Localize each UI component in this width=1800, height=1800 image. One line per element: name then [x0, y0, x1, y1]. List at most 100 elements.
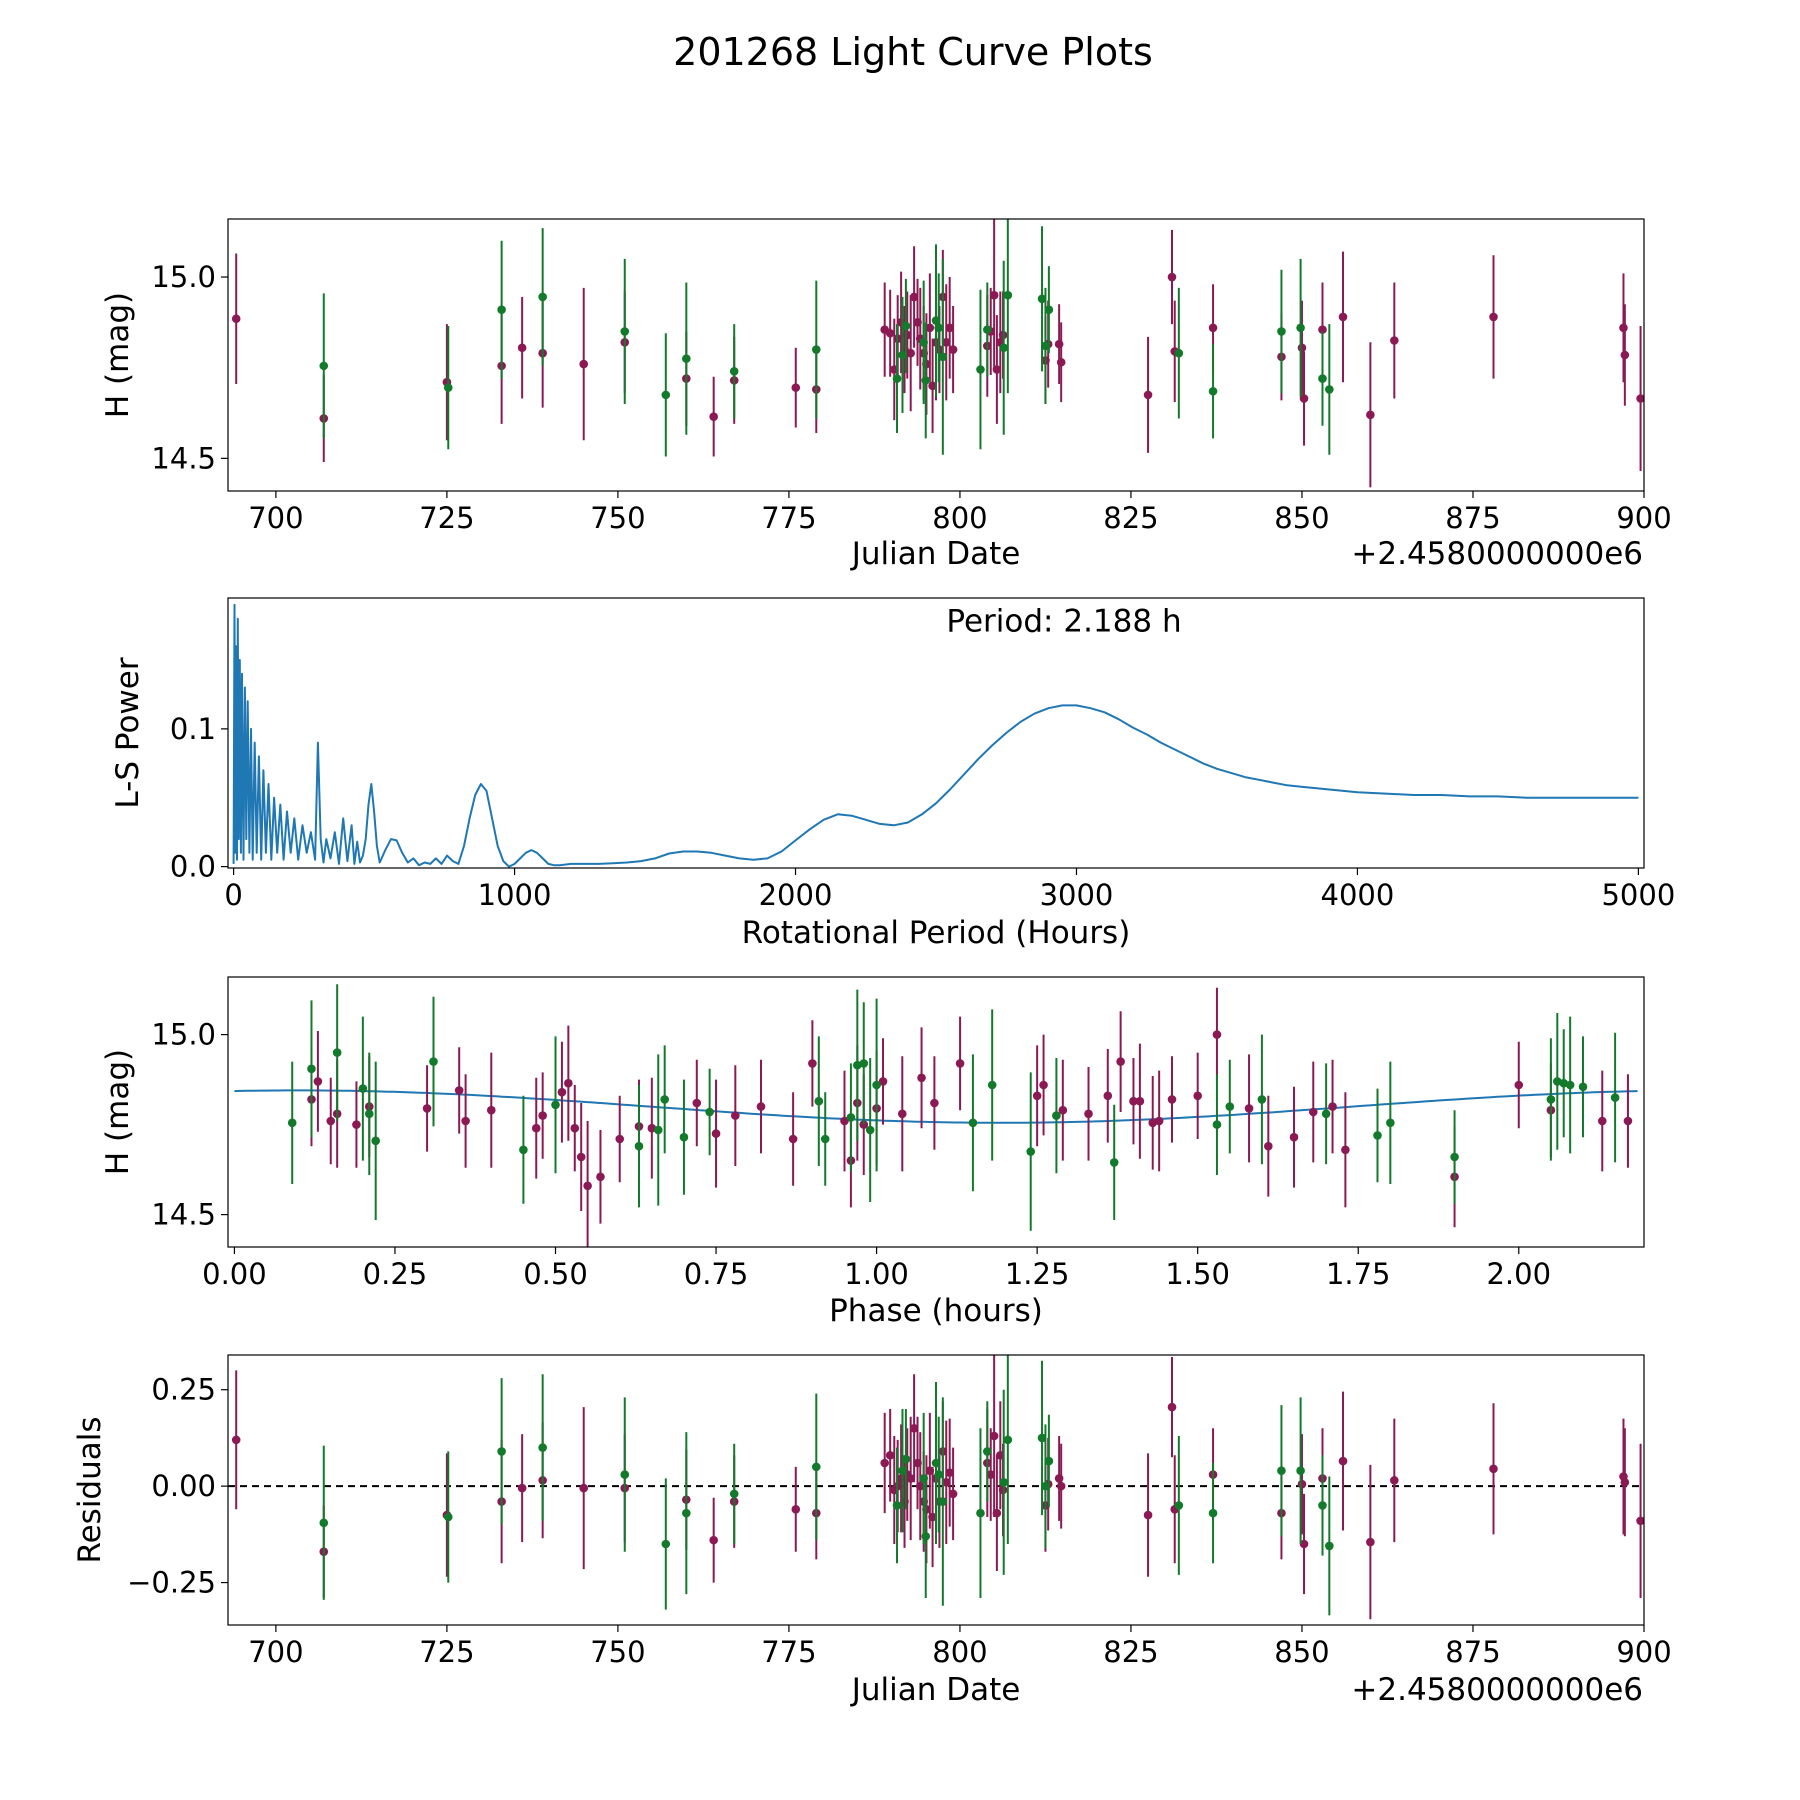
- data-point: [1296, 323, 1305, 333]
- data-point: [1041, 341, 1050, 351]
- data-point: [983, 325, 992, 334]
- phased-y-tick-label: 14.5: [151, 1198, 216, 1232]
- residuals-x-tick-label: 800: [932, 1635, 987, 1669]
- phased-x-tick-label: 0.25: [363, 1257, 428, 1291]
- data-point: [1167, 272, 1177, 282]
- data-point: [551, 1100, 560, 1110]
- data-point: [1386, 1118, 1395, 1128]
- phased-marks: [234, 984, 1638, 1247]
- data-point: [846, 1113, 856, 1122]
- periodogram-y-label: L-S Power: [110, 657, 146, 808]
- periodogram-x-ticks: 0 1000 2000 3000 4000 5000: [224, 868, 1675, 912]
- periodogram-y-ticks: 0.0 0.1: [170, 712, 228, 884]
- data-point: [564, 1078, 573, 1088]
- data-point: [307, 1064, 316, 1074]
- data-point: [788, 1134, 798, 1144]
- data-point: [1109, 1158, 1119, 1167]
- data-point: [1056, 357, 1066, 367]
- data-point: [1390, 336, 1399, 345]
- data-point: [1338, 1456, 1348, 1466]
- data-point: [579, 1483, 589, 1493]
- data-point: [517, 1483, 527, 1493]
- data-point: [596, 1172, 605, 1182]
- periodogram-panel: 0 1000 2000 3000 4000 5000 0.0 0.1 Period: 2.1…: [110, 597, 1675, 951]
- data-point: [901, 1454, 911, 1464]
- periodogram-x-tick-label: 1000: [478, 878, 552, 912]
- periodogram-x-tick-label: 4000: [1321, 878, 1395, 912]
- data-point: [486, 1105, 496, 1115]
- data-point: [443, 1512, 453, 1522]
- residuals-offset-text: +2.4580000000e6: [1351, 1672, 1643, 1708]
- data-point: [1244, 1104, 1254, 1113]
- residuals-marks: [228, 1355, 1644, 1620]
- data-point: [1578, 1082, 1588, 1092]
- data-point: [1341, 1145, 1350, 1155]
- data-point: [1489, 312, 1498, 322]
- data-point: [992, 1508, 1002, 1518]
- data-point: [999, 1477, 1009, 1487]
- data-point: [1044, 305, 1054, 314]
- periodogram-x-label: Rotational Period (Hours): [742, 915, 1131, 951]
- residuals-x-tick-label: 775: [761, 1635, 816, 1669]
- data-point: [976, 365, 985, 374]
- data-point: [892, 374, 902, 383]
- lightcurve-y-tick-label: 15.0: [151, 260, 216, 294]
- data-point: [1167, 1402, 1177, 1412]
- data-point: [859, 1059, 869, 1068]
- data-point: [955, 1059, 965, 1068]
- residuals-y-ticks: −0.25 0.00 0.25: [127, 1373, 228, 1600]
- phased-x-ticks: 0.00 0.25 0.50 0.75 1.00 1.25 1.50 1.75 2.00: [202, 1247, 1551, 1291]
- residuals-y-tick-label: 0.25: [151, 1373, 216, 1407]
- data-point: [992, 365, 1002, 374]
- data-point: [1052, 1111, 1061, 1120]
- data-point: [934, 1470, 944, 1479]
- data-point: [808, 1059, 817, 1068]
- data-point: [1321, 1109, 1331, 1119]
- data-point: [1308, 1107, 1318, 1117]
- residuals-x-tick-label: 825: [1103, 1635, 1158, 1669]
- data-point: [1003, 1435, 1013, 1445]
- data-point: [1565, 1080, 1575, 1090]
- data-point: [989, 1431, 999, 1441]
- data-point: [538, 1443, 547, 1452]
- phased-y-ticks: 14.5 15.0: [151, 1018, 228, 1232]
- periodogram-x-tick-label: 3000: [1040, 878, 1114, 912]
- data-point: [682, 354, 691, 363]
- phased-x-tick-label: 0.50: [523, 1257, 588, 1291]
- data-point: [1296, 1466, 1305, 1476]
- data-point: [898, 1466, 907, 1476]
- data-point: [576, 1152, 586, 1162]
- data-point: [497, 1447, 506, 1456]
- data-point: [1299, 1539, 1309, 1549]
- periodogram-line: [232, 603, 1639, 868]
- data-point: [1032, 1091, 1042, 1101]
- data-point: [1154, 1116, 1164, 1126]
- data-point: [538, 1111, 547, 1120]
- data-point: [1325, 1541, 1334, 1551]
- data-point: [921, 1531, 931, 1541]
- figure-title: 201268 Light Curve Plots: [673, 30, 1153, 74]
- data-point: [928, 1512, 937, 1522]
- data-point: [1026, 1147, 1036, 1156]
- data-point: [948, 1489, 958, 1499]
- data-point: [1328, 1102, 1337, 1111]
- residuals-x-tick-label: 875: [1445, 1635, 1500, 1669]
- residuals-x-label: Julian Date: [850, 1672, 1021, 1708]
- data-point: [938, 352, 948, 362]
- data-point: [1208, 323, 1218, 333]
- data-point: [1318, 325, 1327, 334]
- data-point: [1318, 1501, 1327, 1510]
- data-point: [909, 1423, 919, 1433]
- periodogram-x-tick-label: 2000: [759, 878, 833, 912]
- data-point: [1366, 410, 1375, 420]
- data-point: [986, 1470, 996, 1479]
- data-point: [1143, 390, 1153, 400]
- data-point: [1225, 1102, 1235, 1111]
- data-point: [1056, 1481, 1066, 1491]
- lightcurve-x-tick-label: 900: [1616, 501, 1671, 535]
- data-point: [945, 323, 954, 333]
- data-point: [814, 1096, 824, 1106]
- data-point: [1619, 323, 1628, 333]
- data-point: [319, 361, 329, 371]
- residuals-axes-frame: [227, 1354, 1645, 1626]
